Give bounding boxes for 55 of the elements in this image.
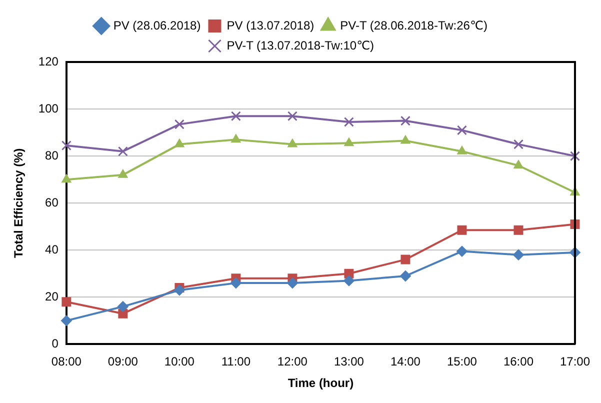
point — [174, 284, 185, 296]
point — [231, 134, 241, 143]
point — [400, 270, 411, 282]
point — [288, 138, 298, 148]
point — [62, 297, 72, 307]
legend-label: PV-T (13.07.2018-Tw:10℃) — [226, 38, 374, 52]
point — [513, 139, 524, 150]
point — [174, 119, 184, 130]
point — [117, 301, 128, 312]
y-tick-label: 60 — [45, 195, 59, 210]
point — [230, 111, 241, 122]
y-axis-title: Total Efficiency (%) — [12, 148, 26, 258]
y-tick-label: 40 — [45, 242, 59, 256]
y-tick-label: 0 — [52, 336, 59, 351]
y-tick-label: 80 — [45, 148, 59, 162]
y-tick-label: 120 — [38, 54, 59, 68]
point — [400, 116, 410, 126]
point — [118, 169, 128, 178]
point — [118, 146, 128, 156]
x-tick-label: 11:00 — [221, 354, 251, 369]
legend-label: PV-T (28.06.2018-Tw:26℃) — [340, 18, 488, 32]
y-tick-label: 100 — [38, 101, 59, 116]
point — [344, 138, 354, 146]
point — [286, 278, 298, 289]
point — [230, 278, 242, 289]
x-tick-label: 12:00 — [277, 354, 308, 369]
legend-label: PV (28.06.2018) — [113, 18, 201, 32]
x-tick-label: 13:00 — [334, 354, 364, 369]
x-tick-label: 17:00 — [560, 354, 590, 369]
point — [512, 249, 524, 260]
x-tick-label: 09:00 — [108, 354, 138, 369]
x-axis-title: Time (hour) — [288, 376, 354, 390]
x-tick-label: 15:00 — [446, 354, 478, 369]
point — [62, 174, 72, 183]
point — [287, 111, 298, 122]
point — [457, 225, 467, 235]
y-tick-label: 20 — [45, 289, 59, 304]
point — [456, 246, 468, 257]
point — [61, 140, 72, 150]
point — [60, 315, 72, 326]
point — [343, 275, 354, 286]
point — [570, 151, 580, 162]
point — [344, 116, 354, 127]
point — [400, 135, 410, 144]
legend-label: PV (13.07.2018) — [226, 18, 314, 32]
x-tick-label: 14:00 — [390, 354, 421, 369]
x-tick-label: 10:00 — [164, 354, 195, 369]
point — [174, 138, 184, 148]
point — [400, 254, 410, 264]
x-tick-label: 16:00 — [503, 354, 534, 369]
point — [514, 225, 524, 235]
x-tick-label: 08:00 — [51, 354, 82, 369]
point — [457, 146, 467, 154]
point — [514, 160, 524, 168]
point — [456, 125, 467, 136]
